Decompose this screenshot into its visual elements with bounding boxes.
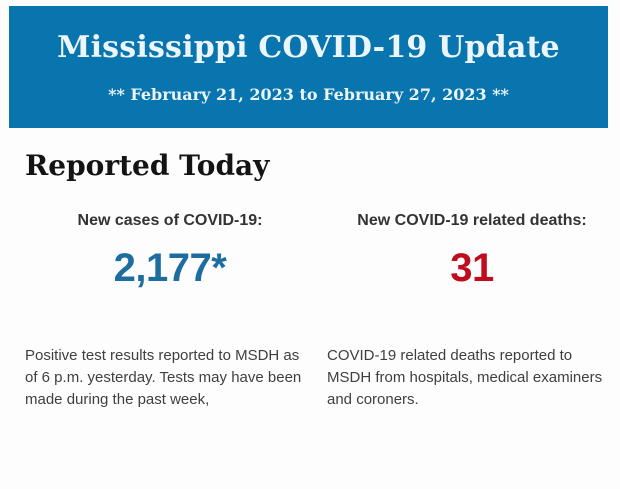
main-content: Reported Today New cases of COVID-19: 2,… xyxy=(0,147,620,426)
new-cases-value: 2,177* xyxy=(113,246,227,290)
banner-title: Mississippi COVID-19 Update xyxy=(57,30,560,65)
stat-new-cases: New cases of COVID-19: 2,177* Positive t… xyxy=(25,211,315,426)
stat-new-deaths: New COVID-19 related deaths: 31 COVID-19… xyxy=(327,211,617,426)
new-deaths-value: 31 xyxy=(450,246,494,290)
stats-grid: New cases of COVID-19: 2,177* Positive t… xyxy=(25,211,620,426)
banner-subtitle: ** February 21, 2023 to February 27, 202… xyxy=(108,85,509,104)
new-deaths-label: New COVID-19 related deaths: xyxy=(357,212,587,229)
page: Mississippi COVID-19 Update ** February … xyxy=(0,6,620,426)
section-heading: Reported Today xyxy=(25,149,270,182)
new-cases-label: New cases of COVID-19: xyxy=(77,212,263,229)
header-banner: Mississippi COVID-19 Update ** February … xyxy=(9,6,608,128)
new-deaths-description: COVID-19 related deaths reported to MSDH… xyxy=(327,347,603,408)
new-cases-description: Positive test results reported to MSDH a… xyxy=(25,347,302,408)
